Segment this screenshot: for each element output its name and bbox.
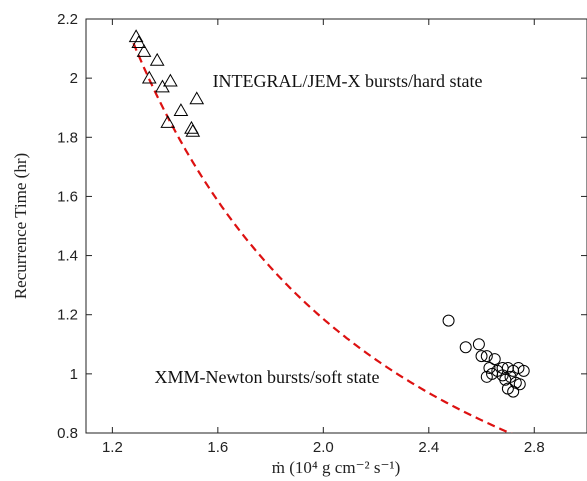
y-tick-label: 1.2 — [57, 307, 78, 324]
y-tick-label: 1.8 — [57, 129, 78, 146]
y-tick-label: 1.4 — [57, 248, 78, 265]
plot-frame — [85, 18, 587, 434]
triangle-marker — [189, 91, 205, 105]
triangle-marker — [136, 44, 152, 57]
axis-ticks: 1.2 1.6 2.0 2.4 2.8 0.8 1 1.2 1.4 1.6 1.8 2 2.2 — [57, 11, 587, 456]
x-axis-label: ṁ (10⁴ g cm⁻² s⁻¹) — [272, 458, 401, 477]
circle-marker — [496, 369, 509, 382]
fit-curve-group — [132, 42, 513, 433]
y-tick-label: 2.2 — [57, 11, 78, 28]
y-tick-label: 2 — [70, 70, 78, 87]
y-tick-label: 1 — [70, 366, 78, 383]
annotation-xmm: XMM-Newton bursts/soft state — [155, 367, 380, 387]
circle-marker — [442, 314, 455, 327]
triangle-marker — [160, 114, 176, 128]
x-tick-label: 2.8 — [524, 439, 545, 456]
triangle-marker — [149, 52, 165, 66]
circle-marker — [517, 364, 530, 377]
circle-marker — [480, 350, 493, 363]
circle-marker — [513, 378, 526, 391]
y-tick-label: 0.8 — [57, 425, 78, 442]
circle-marker — [472, 338, 485, 351]
triangle-marker — [131, 35, 147, 49]
circle-marker — [459, 341, 472, 354]
y-tick-label: 1.6 — [57, 188, 78, 205]
circle-marker — [483, 361, 496, 374]
triangle-marker — [185, 123, 201, 137]
fit-curve — [132, 42, 513, 433]
triangle-marker — [173, 103, 189, 117]
triangle-marker — [141, 70, 157, 84]
x-tick-label: 1.6 — [207, 439, 228, 456]
x-tick-label: 2.4 — [418, 439, 439, 456]
circle-marker — [507, 385, 520, 398]
x-tick-label: 2.0 — [313, 439, 334, 456]
annotation-integral: INTEGRAL/JEM-X bursts/hard state — [213, 71, 483, 91]
triangle-marker — [163, 73, 178, 87]
data-markers — [128, 29, 530, 398]
circle-marker — [488, 353, 501, 366]
y-axis-label: Recurrence Time (hr) — [11, 153, 30, 299]
x-tick-label: 1.2 — [102, 439, 123, 456]
circle-marker — [475, 350, 488, 363]
